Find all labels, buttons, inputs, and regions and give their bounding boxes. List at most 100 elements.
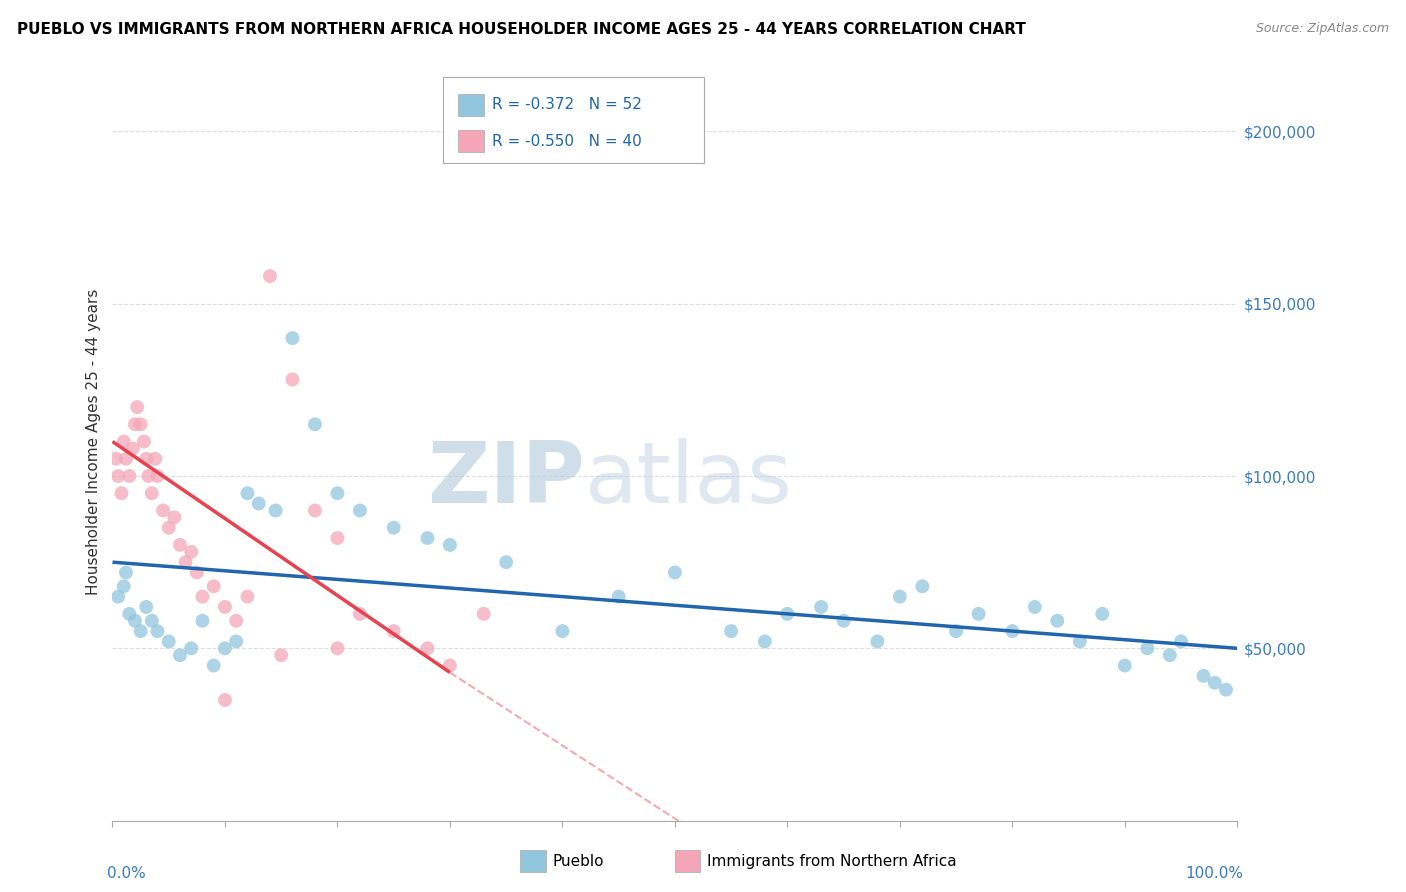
Point xyxy=(186,566,208,580)
Y-axis label: Householder Income Ages 25 - 44 years: Householder Income Ages 25 - 44 years xyxy=(86,288,101,595)
Point xyxy=(135,599,157,614)
Point xyxy=(720,624,742,639)
Point xyxy=(202,658,225,673)
Point xyxy=(146,624,169,639)
Point xyxy=(124,614,146,628)
Point xyxy=(1046,614,1069,628)
Point xyxy=(152,503,174,517)
Point xyxy=(169,538,191,552)
Point xyxy=(141,486,163,500)
Point xyxy=(191,590,214,604)
Point xyxy=(110,486,132,500)
Point xyxy=(121,442,143,456)
Text: Source: ZipAtlas.com: Source: ZipAtlas.com xyxy=(1256,22,1389,36)
Point xyxy=(138,469,160,483)
Point xyxy=(270,648,292,663)
Point xyxy=(191,614,214,628)
Point xyxy=(607,590,630,604)
Point xyxy=(664,566,686,580)
Point xyxy=(225,614,247,628)
Text: R = -0.372   N = 52: R = -0.372 N = 52 xyxy=(492,97,643,112)
Point xyxy=(143,451,166,466)
Point xyxy=(169,648,191,663)
Point xyxy=(304,503,326,517)
Point xyxy=(1114,658,1136,673)
Text: R = -0.550   N = 40: R = -0.550 N = 40 xyxy=(492,134,643,149)
Point xyxy=(180,641,202,656)
Text: Pueblo: Pueblo xyxy=(553,854,605,869)
Point xyxy=(911,579,934,593)
Point xyxy=(259,269,281,284)
Point xyxy=(472,607,495,621)
Point xyxy=(236,486,259,500)
Point xyxy=(832,614,855,628)
Point xyxy=(1192,669,1215,683)
Point xyxy=(141,614,163,628)
Point xyxy=(129,624,152,639)
Point xyxy=(349,607,371,621)
Point xyxy=(967,607,990,621)
Point xyxy=(416,531,439,545)
Point xyxy=(1136,641,1159,656)
Point xyxy=(326,486,349,500)
Point xyxy=(112,434,135,449)
Point xyxy=(281,372,304,386)
Point xyxy=(115,451,138,466)
Point xyxy=(124,417,146,432)
Text: Immigrants from Northern Africa: Immigrants from Northern Africa xyxy=(707,854,957,869)
Point xyxy=(1001,624,1024,639)
Text: atlas: atlas xyxy=(585,438,793,521)
Point xyxy=(146,469,169,483)
Point xyxy=(180,545,202,559)
Point xyxy=(118,607,141,621)
Point xyxy=(1091,607,1114,621)
Point xyxy=(174,555,197,569)
Point xyxy=(107,590,129,604)
Point xyxy=(104,451,127,466)
Point xyxy=(1159,648,1181,663)
Point xyxy=(163,510,186,524)
Text: PUEBLO VS IMMIGRANTS FROM NORTHERN AFRICA HOUSEHOLDER INCOME AGES 25 - 44 YEARS : PUEBLO VS IMMIGRANTS FROM NORTHERN AFRIC… xyxy=(17,22,1026,37)
Point xyxy=(115,566,138,580)
Point xyxy=(157,634,180,648)
Point xyxy=(118,469,141,483)
Point xyxy=(1204,675,1226,690)
Point xyxy=(382,624,405,639)
Point xyxy=(225,634,247,648)
Text: ZIP: ZIP xyxy=(427,438,585,521)
Point xyxy=(810,599,832,614)
Point xyxy=(439,658,461,673)
Point xyxy=(776,607,799,621)
Text: 0.0%: 0.0% xyxy=(107,866,146,881)
Point xyxy=(264,503,287,517)
Point xyxy=(135,451,157,466)
Point xyxy=(1170,634,1192,648)
Point xyxy=(495,555,517,569)
Point xyxy=(304,417,326,432)
Point xyxy=(214,693,236,707)
Point xyxy=(281,331,304,345)
Point xyxy=(129,417,152,432)
Point xyxy=(1215,682,1237,697)
Point xyxy=(236,590,259,604)
Point xyxy=(247,497,270,511)
Point xyxy=(1024,599,1046,614)
Point xyxy=(945,624,967,639)
Point xyxy=(889,590,911,604)
Point xyxy=(1069,634,1091,648)
Point xyxy=(107,469,129,483)
Point xyxy=(202,579,225,593)
Point xyxy=(214,599,236,614)
Point xyxy=(439,538,461,552)
Point xyxy=(132,434,155,449)
Point xyxy=(157,521,180,535)
Text: 100.0%: 100.0% xyxy=(1185,866,1243,881)
Point xyxy=(127,400,149,414)
Point xyxy=(382,521,405,535)
Point xyxy=(326,641,349,656)
Point xyxy=(112,579,135,593)
Point xyxy=(551,624,574,639)
Point xyxy=(214,641,236,656)
Point xyxy=(326,531,349,545)
Point xyxy=(349,503,371,517)
